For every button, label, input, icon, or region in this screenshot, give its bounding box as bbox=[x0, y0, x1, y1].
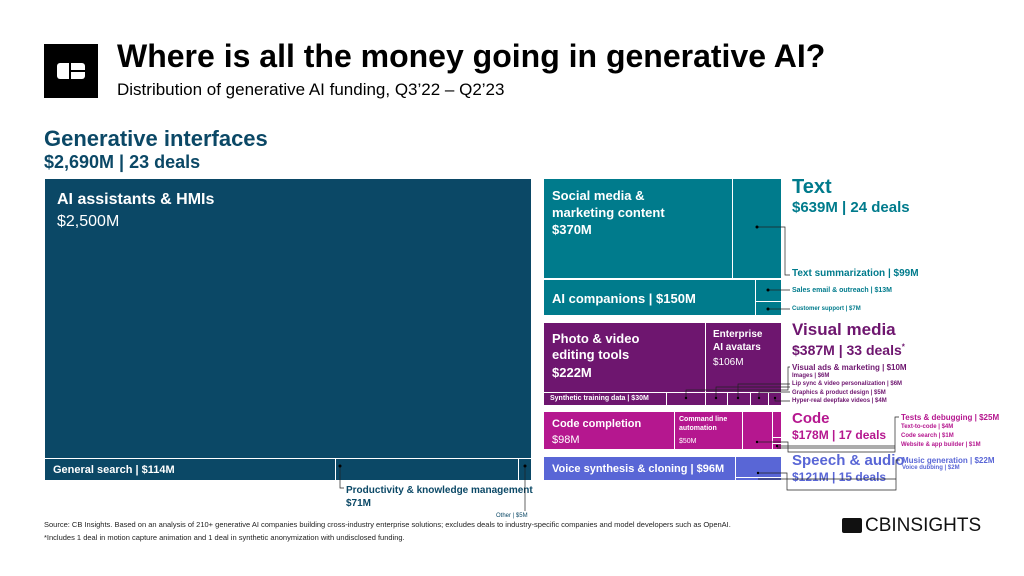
tile-value: $106M bbox=[713, 357, 744, 368]
visual-title: Visual media bbox=[792, 320, 896, 340]
images-label: Images | $6M bbox=[792, 373, 830, 379]
interfaces-summary: $2,690M | 23 deals bbox=[44, 152, 201, 172]
source-note: Source: CB Insights. Based on an analysi… bbox=[44, 520, 731, 529]
code-summary: $178M | 17 deals bbox=[792, 428, 887, 442]
visual-summary-text: $387M | 33 deals bbox=[792, 342, 902, 358]
tile-ai-assistants[interactable]: AI assistants & HMIs $2,500M bbox=[44, 178, 532, 459]
lip-sync-label: Lip sync & video personalization | $6M bbox=[792, 381, 903, 387]
productivity-label: Productivity & knowledge management bbox=[346, 485, 533, 496]
music-label: Music generation | $22M bbox=[902, 456, 995, 465]
tile-label: Code completion bbox=[552, 418, 642, 430]
deepfake-label: Hyper-real deepfake videos | $4M bbox=[792, 398, 887, 404]
tests-label: Tests & debugging | $25M bbox=[901, 413, 1000, 422]
tile-label: AI assistants & HMIs bbox=[57, 191, 215, 208]
tile-label: Social media & marketing content bbox=[552, 188, 665, 220]
speech-title: Speech & audio bbox=[792, 452, 905, 469]
tile-enterprise-avatars[interactable]: Enterprise AI avatars $106M bbox=[705, 322, 782, 393]
speech-summary: $121M | 15 deals bbox=[792, 470, 887, 484]
code-search-label: Code search | $1M bbox=[901, 433, 954, 439]
tile-code-completion[interactable]: Code completion $98M bbox=[543, 411, 675, 450]
footnote: *Includes 1 deal in motion capture anima… bbox=[44, 533, 405, 542]
sales-email-label: Sales email & outreach | $13M bbox=[792, 287, 893, 294]
dubbing-label: Voice dubbing | $2M bbox=[902, 465, 960, 471]
tile-value: $2,500M bbox=[57, 213, 120, 230]
productivity-value: $71M bbox=[346, 498, 372, 509]
code-title: Code bbox=[792, 410, 830, 427]
tile-label: Voice synthesis & cloning | $96M bbox=[552, 463, 725, 475]
tile-social-media[interactable]: Social media & marketing content $370M bbox=[543, 178, 733, 279]
app-builder-label: Website & app builder | $1M bbox=[901, 442, 981, 448]
customer-support-label: Customer support | $7M bbox=[792, 306, 861, 312]
tile-label: Photo & video editing tools bbox=[552, 331, 640, 362]
visual-summary: $387M | 33 deals* bbox=[792, 342, 905, 358]
text-to-code-label: Text-to-code | $4M bbox=[901, 424, 954, 430]
tile-label: Enterprise AI avatars bbox=[713, 329, 763, 353]
tile-ai-companions[interactable]: AI companions | $150M bbox=[543, 279, 756, 316]
cb-mark-icon bbox=[842, 518, 862, 533]
text-title: Text bbox=[792, 176, 832, 198]
tile-label: AI companions | $150M bbox=[552, 291, 696, 306]
tile-tests-debugging[interactable] bbox=[742, 411, 773, 450]
graphics-label: Graphics & product design | $5M bbox=[792, 390, 886, 396]
other-label: Other | $5M bbox=[496, 513, 528, 519]
tile-label: General search | $114M bbox=[53, 464, 175, 476]
tile-label: Synthetic training data | $30M bbox=[550, 395, 649, 402]
tile-value: $222M bbox=[552, 365, 592, 380]
tile-label: Command line automation bbox=[679, 416, 728, 432]
tile-voice-synthesis[interactable]: Voice synthesis & cloning | $96M bbox=[543, 456, 736, 481]
logo-text: CBINSIGHTS bbox=[865, 515, 982, 536]
text-summary: $639M | 24 deals bbox=[792, 199, 910, 216]
tile-value: $98M bbox=[552, 434, 580, 446]
tile-photo-video[interactable]: Photo & video editing tools $222M bbox=[543, 322, 706, 393]
cb-logo-box bbox=[44, 44, 98, 98]
visual-ads-label: Visual ads & marketing | $10M bbox=[792, 363, 907, 372]
tile-command-line[interactable]: Command line automation $50M bbox=[674, 411, 743, 450]
page-subtitle: Distribution of generative AI funding, Q… bbox=[117, 80, 505, 99]
interfaces-title: Generative interfaces bbox=[44, 126, 268, 151]
footnote-mark: * bbox=[901, 342, 905, 352]
tile-value: $370M bbox=[552, 222, 592, 237]
page-title: Where is all the money going in generati… bbox=[117, 38, 826, 74]
visual-title-text: Visual media bbox=[792, 320, 896, 339]
text-summarization-label: Text summarization | $99M bbox=[792, 268, 919, 279]
tile-value: $50M bbox=[679, 438, 697, 445]
